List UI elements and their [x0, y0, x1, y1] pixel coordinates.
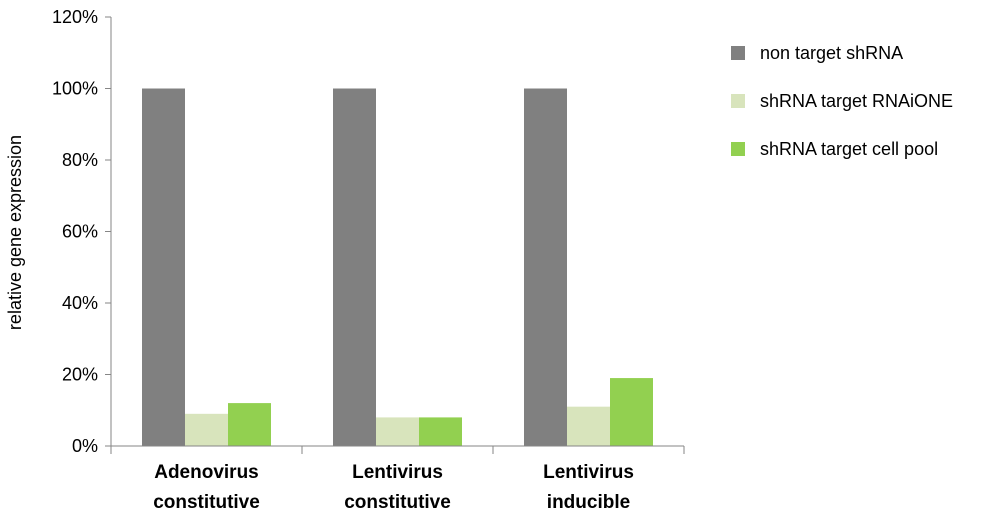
legend-label: non target shRNA [760, 43, 903, 63]
x-category-label: Lentivirus inducible [543, 462, 634, 512]
x-category-label-line: constitutive [344, 492, 451, 512]
y-tick-label: 0% [72, 436, 98, 456]
x-category-label-line: constitutive [153, 492, 260, 512]
bar [376, 417, 419, 446]
x-category-label: Lentivirus constitutive [344, 462, 451, 512]
y-tick-label: 60% [62, 222, 98, 242]
y-tick-label: 100% [52, 79, 98, 99]
legend-label: shRNA target cell pool [760, 139, 938, 159]
bar [524, 88, 567, 446]
bar [142, 88, 185, 446]
y-tick-label: 80% [62, 150, 98, 170]
y-axis-title: relative gene expression [5, 135, 25, 330]
bar [610, 378, 653, 446]
bar [333, 88, 376, 446]
legend: non target shRNA shRNA target RNAiONE shRN… [731, 43, 953, 159]
y-axis-ticks: 0% 20% 40% 60% 80% 100% 120% [52, 7, 111, 456]
bars [142, 88, 653, 446]
y-tick-label: 40% [62, 293, 98, 313]
legend-swatch [731, 46, 745, 60]
bar [567, 406, 610, 446]
y-tick-label: 120% [52, 7, 98, 27]
legend-swatch [731, 142, 745, 156]
legend-label: shRNA target RNAiONE [760, 91, 953, 111]
x-category-label-line: Lentivirus [543, 462, 634, 483]
x-axis-categories: Adenovirus constitutive Lentivirus constitu… [110, 446, 685, 512]
x-category-label-line: Adenovirus [154, 462, 259, 483]
bar [185, 413, 228, 446]
x-category-label-line: Lentivirus [352, 462, 443, 483]
bar [228, 403, 271, 446]
x-category-label: Adenovirus constitutive [153, 462, 260, 512]
y-tick-label: 20% [62, 365, 98, 385]
plot-area: 0% 20% 40% 60% 80% 100% 120% Adenovirus constit… [52, 7, 685, 512]
legend-swatch [731, 94, 745, 108]
bar [419, 417, 462, 446]
x-category-label-line: inducible [547, 492, 630, 512]
